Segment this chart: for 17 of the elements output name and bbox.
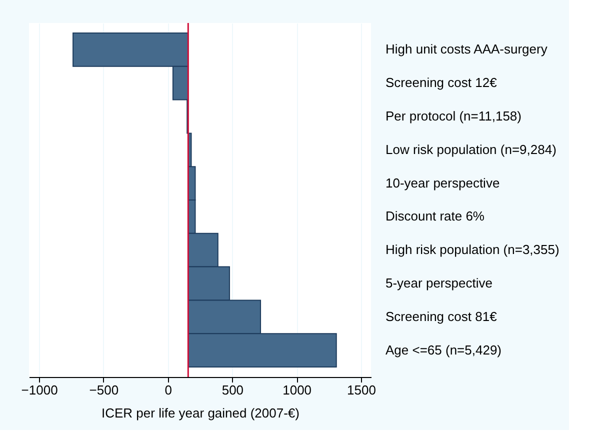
- y-tick-label: 5-year perspective: [386, 275, 492, 290]
- x-tick-label: 1000: [282, 382, 312, 398]
- x-tick-label: 0: [164, 382, 172, 398]
- x-tick-label: 1500: [346, 382, 376, 398]
- x-tick-label: −1000: [21, 382, 58, 398]
- y-tick-label: Age <=65 (n=5,429): [386, 342, 502, 358]
- y-tick-label: High risk population (n=3,355): [386, 242, 560, 258]
- x-tick-label: −500: [89, 382, 119, 398]
- y-tick-label: Low risk population (n=9,284): [386, 142, 556, 157]
- y-tick-label: Per protocol (n=11,158): [386, 108, 522, 124]
- y-tick-label: Screening cost 81€: [386, 308, 498, 324]
- y-tick-label: Discount rate 6%: [386, 208, 485, 224]
- y-tick-label: Screening cost 12€: [386, 75, 498, 90]
- x-tick-label: 500: [222, 382, 244, 398]
- y-tick-label: High unit costs AAA-surgery: [386, 42, 548, 57]
- x-axis-title: ICER per life year gained (2007-€): [102, 406, 300, 420]
- y-tick-label: 10-year perspective: [386, 175, 500, 190]
